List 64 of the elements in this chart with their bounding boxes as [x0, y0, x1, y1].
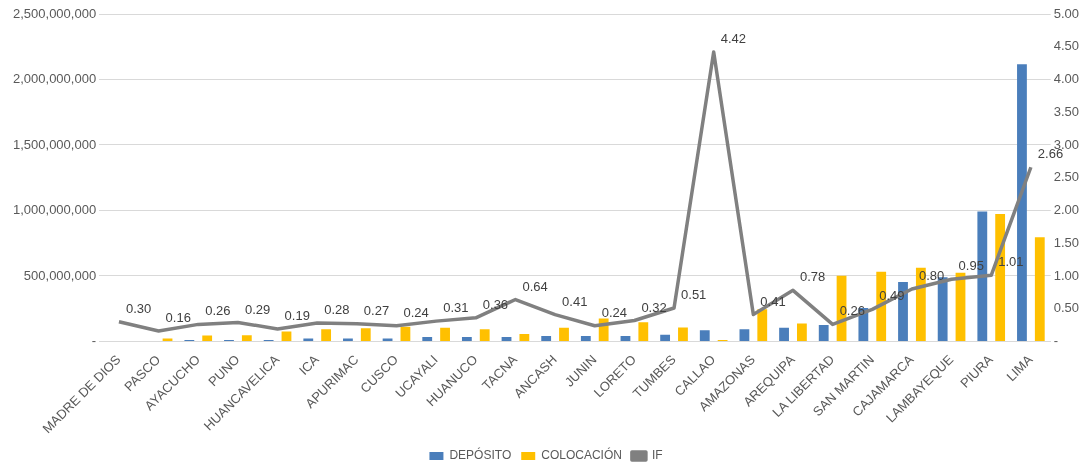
y-tick-label: 1,000,000,000	[12, 202, 97, 218]
bar	[281, 331, 292, 341]
bar	[519, 334, 530, 341]
bar	[1034, 237, 1045, 341]
y2-tick-label: 4.50	[1053, 38, 1080, 54]
data-label: 0.29	[244, 301, 271, 317]
y-tick-label: 2,500,000,000	[12, 5, 97, 21]
bar	[779, 327, 789, 341]
data-label: 0.16	[165, 310, 191, 326]
y2-tick-label: 0.50	[1053, 300, 1080, 316]
data-label: 0.19	[284, 308, 310, 324]
data-label: 0.49	[879, 288, 905, 304]
y2-tick-label: 4.00	[1053, 71, 1080, 87]
data-label: 0.30	[125, 300, 152, 316]
bar	[660, 334, 671, 341]
bar	[241, 335, 252, 341]
data-label: 0.41	[562, 293, 588, 309]
data-label: 0.64	[522, 278, 548, 294]
bar	[739, 329, 750, 341]
bar	[202, 335, 213, 341]
bar	[638, 322, 649, 341]
data-label: 0.32	[641, 299, 667, 315]
y2-tick-label: 5.00	[1053, 5, 1080, 21]
bar	[422, 336, 433, 341]
bar	[400, 326, 411, 341]
data-label: 1.01	[998, 254, 1024, 270]
y-tick-label: 1,500,000,000	[12, 136, 97, 152]
y-tick-label: 500,000,000	[23, 267, 97, 283]
bar	[699, 330, 710, 341]
data-label: 0.26	[205, 303, 231, 319]
data-label: 0.26	[839, 303, 865, 319]
data-label: 0.78	[799, 269, 826, 285]
data-label: 0.27	[363, 302, 390, 318]
y-tick-label: -	[91, 333, 97, 348]
bar	[501, 336, 512, 341]
data-label: 0.31	[443, 300, 469, 316]
bar	[541, 335, 552, 341]
y2-tick-label: 2.00	[1053, 202, 1080, 218]
legend-label: COLOCACIÓN	[541, 447, 622, 463]
bar	[461, 336, 472, 341]
data-label: 0.24	[403, 304, 429, 320]
bar	[797, 323, 807, 341]
legend-label: DEPÓSITO	[449, 447, 512, 463]
data-label: 0.28	[324, 302, 350, 318]
data-label: 0.51	[681, 287, 707, 303]
bar	[479, 329, 490, 341]
data-label: 0.24	[601, 304, 628, 320]
bar	[580, 335, 591, 341]
bar	[321, 329, 332, 341]
data-label: 4.42	[720, 31, 746, 47]
bar	[818, 325, 829, 341]
bar	[559, 327, 569, 341]
y2-tick-label: 3.50	[1053, 103, 1080, 119]
y2-tick-label: -	[1053, 333, 1059, 348]
bar	[757, 309, 768, 341]
bar	[440, 327, 450, 341]
y2-tick-label: 2.50	[1053, 169, 1080, 185]
y2-tick-label: 1.50	[1053, 234, 1080, 250]
bar	[678, 327, 688, 341]
bar	[620, 335, 631, 341]
legend-label: IF	[651, 448, 663, 463]
y-tick-label: 2,000,000,000	[12, 71, 97, 87]
y2-tick-label: 1.00	[1053, 267, 1080, 283]
bar	[360, 328, 371, 341]
